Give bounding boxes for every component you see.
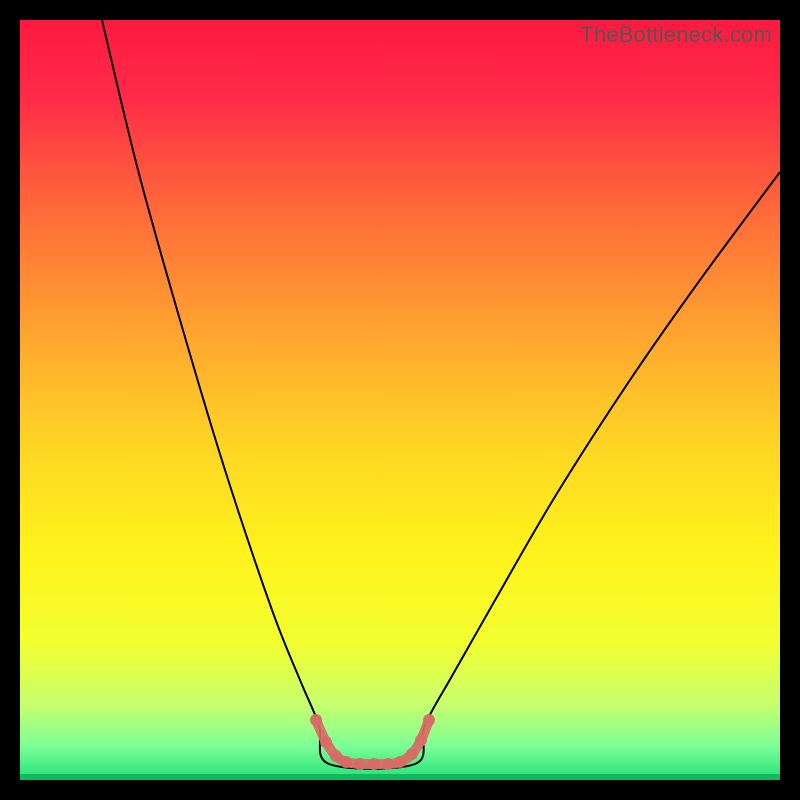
v-curve [102, 20, 780, 769]
bottom-lobe [310, 714, 435, 770]
bottom-accent-bar [20, 774, 780, 780]
plot-area: TheBottleneck.com [20, 20, 780, 780]
curve-layer [20, 20, 780, 780]
watermark-text: TheBottleneck.com [580, 22, 772, 48]
